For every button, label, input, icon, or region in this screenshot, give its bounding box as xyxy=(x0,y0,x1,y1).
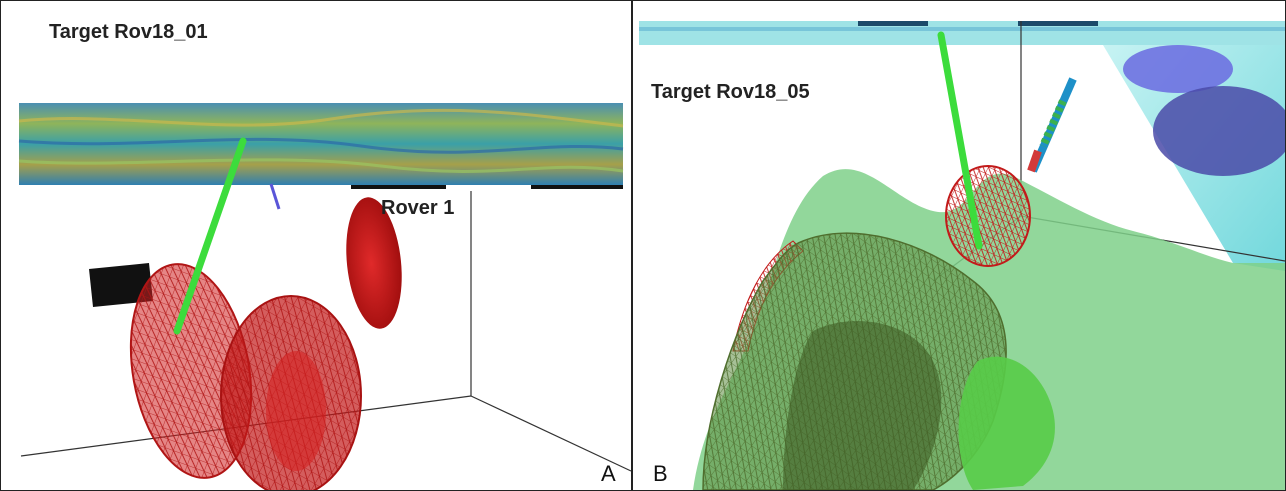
rover-1-target xyxy=(346,197,402,329)
cyan-slice-right xyxy=(1103,45,1285,271)
well-trajectory-icon xyxy=(937,31,983,250)
target-mesh-right xyxy=(220,295,362,490)
well-trajectory-icon xyxy=(173,137,247,335)
panel-a-3d-view: Target Rov18_01 Rover 1 A xyxy=(1,1,631,490)
black-block xyxy=(89,263,153,307)
green-solid-blob xyxy=(958,356,1055,490)
target-mesh-red xyxy=(945,165,1031,267)
seismic-strip-top xyxy=(639,21,1285,45)
seismic-slice xyxy=(18,103,624,189)
panel-b-scene xyxy=(639,21,1285,490)
seismic-slice-icon xyxy=(1027,77,1077,173)
panel-a-scene xyxy=(18,103,631,490)
panel-b-corner-label: B xyxy=(653,461,668,486)
panel-a-title: Target Rov18_01 xyxy=(49,21,208,43)
rover-1-label: Rover 1 xyxy=(381,197,455,219)
target-mesh-left xyxy=(129,263,253,479)
well-stub xyxy=(269,183,281,210)
panel-b-3d-view: Target Rov18_05 B xyxy=(633,1,1285,490)
dark-green-mesh xyxy=(702,232,1007,490)
panel-divider xyxy=(631,1,633,490)
panel-a-corner-label: A xyxy=(601,461,616,486)
panel-b-title: Target Rov18_05 xyxy=(651,81,810,103)
